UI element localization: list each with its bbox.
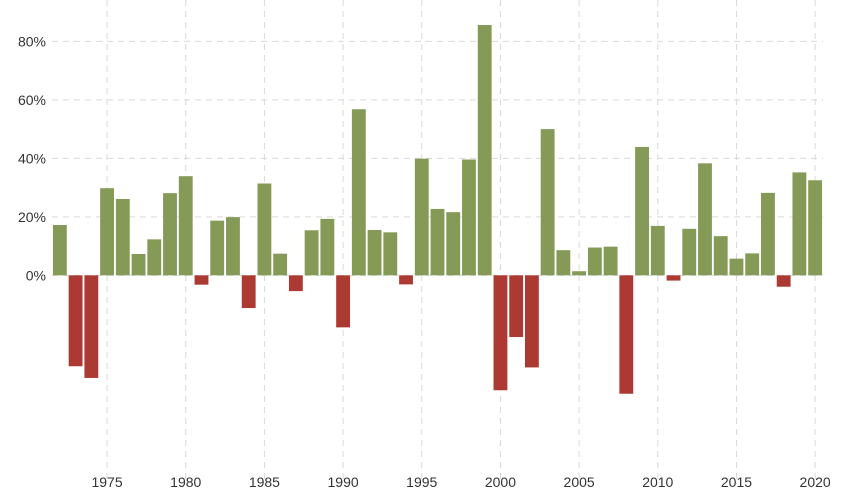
bar-2005[interactable] (572, 271, 587, 276)
bar-1994[interactable] (399, 275, 413, 285)
bar-2013[interactable] (698, 163, 712, 276)
x-tick-label: 2020 (800, 474, 831, 490)
y-tick-label: 40% (18, 150, 46, 166)
bar-1982[interactable] (210, 220, 225, 276)
bar-1986[interactable] (273, 253, 288, 276)
bar-1976[interactable] (115, 199, 130, 276)
y-tick-label: 20% (18, 209, 46, 225)
x-axis-labels: 1975 1980 1985 1990 1995 2000 2005 2010 2015 2020 (91, 474, 830, 490)
y-tick-label: 60% (18, 92, 46, 108)
bar-1992[interactable] (367, 229, 382, 276)
bar-1990[interactable] (336, 275, 351, 328)
bar-2010[interactable] (650, 225, 665, 276)
bar-1985[interactable] (257, 183, 272, 276)
bar-2011[interactable] (666, 275, 681, 281)
bar-2014[interactable] (713, 236, 728, 276)
bar-1995[interactable] (414, 158, 429, 276)
bar-2015[interactable] (729, 258, 744, 276)
bar-1996[interactable] (430, 208, 445, 276)
y-tick-label: 0% (26, 267, 46, 283)
grid (52, 0, 823, 480)
bar-2001[interactable] (509, 275, 524, 338)
x-tick-label: 2005 (564, 474, 595, 490)
x-tick-label: 1975 (91, 474, 122, 490)
bar-1973[interactable] (68, 275, 83, 367)
x-tick-label: 2015 (721, 474, 752, 490)
x-tick-label: 2010 (642, 474, 673, 490)
bar-1977[interactable] (131, 253, 146, 276)
y-axis-labels: 0% 20% 40% 60% 80% (18, 33, 46, 283)
bar-2000[interactable] (493, 275, 508, 391)
bar-1978[interactable] (147, 239, 162, 276)
bar-1981[interactable] (194, 275, 209, 285)
bar-2006[interactable] (587, 247, 602, 276)
bar-1972[interactable] (52, 225, 67, 276)
bar-1979[interactable] (163, 193, 177, 276)
x-tick-label: 1985 (249, 474, 280, 490)
bar-1999[interactable] (477, 25, 492, 276)
bar-2012[interactable] (682, 228, 697, 276)
bar-2003[interactable] (540, 129, 555, 276)
bar-2018[interactable] (776, 275, 791, 287)
bar-1989[interactable] (320, 218, 335, 276)
x-tick-label: 1995 (406, 474, 437, 490)
bar-1984[interactable] (241, 275, 256, 309)
bar-2008[interactable] (619, 275, 634, 394)
x-tick-label: 2000 (485, 474, 516, 490)
bar-1997[interactable] (446, 212, 461, 276)
bar-1983[interactable] (226, 217, 240, 276)
bar-1993[interactable] (383, 232, 398, 276)
bar-2004[interactable] (556, 250, 571, 276)
bar-2020[interactable] (808, 180, 823, 276)
bar-1991[interactable] (351, 109, 366, 276)
bar-2009[interactable] (635, 146, 649, 276)
bar-2016[interactable] (745, 253, 760, 276)
bar-2007[interactable] (603, 246, 618, 276)
bar-1974[interactable] (84, 275, 99, 378)
bar-1975[interactable] (100, 188, 114, 276)
bar-2019[interactable] (792, 172, 807, 276)
bar-1998[interactable] (462, 159, 476, 276)
bar-2017[interactable] (761, 192, 775, 276)
y-tick-label: 80% (18, 33, 46, 49)
bar-1988[interactable] (304, 230, 319, 276)
x-tick-label: 1980 (170, 474, 201, 490)
bar-1987[interactable] (288, 275, 303, 292)
bar-2002[interactable] (524, 275, 539, 368)
bars (52, 25, 823, 394)
x-tick-label: 1990 (328, 474, 359, 490)
bar-1980[interactable] (178, 176, 193, 276)
